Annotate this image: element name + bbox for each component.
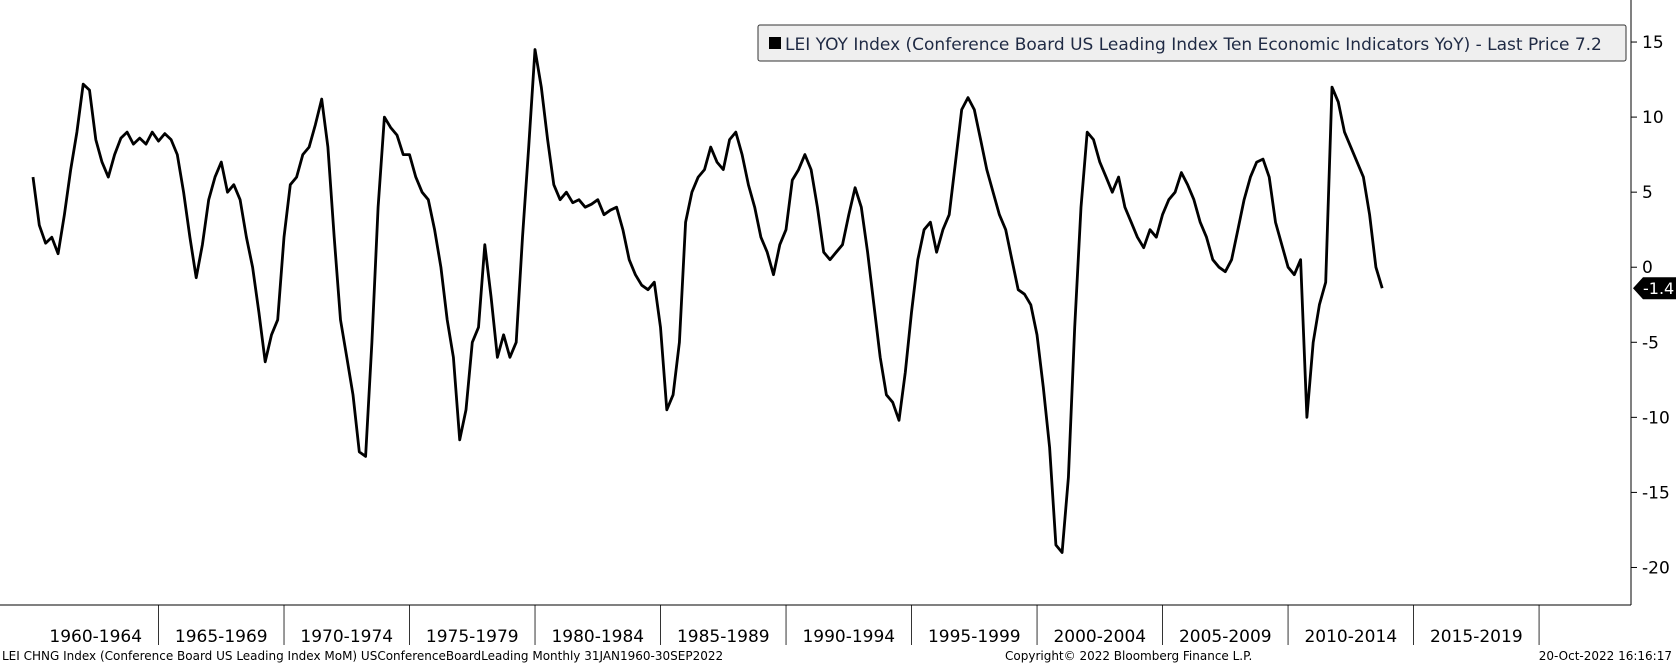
series-line-lei-yoy: [31, 48, 1384, 554]
x-period-label: 1965-1969: [175, 627, 268, 647]
x-period-label: 1960-1964: [49, 627, 142, 647]
legend-box: [757, 24, 1627, 62]
last-value-tag: [1633, 277, 1676, 300]
y-tick-label: -10: [1642, 408, 1670, 428]
x-axis: 1960-1964 1965-1969 1970-1974 1975-1979 1980…: [0, 604, 1631, 647]
x-period-label: 2010-2014: [1304, 627, 1397, 647]
y-axis: 15 10 5 0 -5 -10 -15 -20: [1630, 0, 1670, 605]
last-value-marker: -1.4: [1633, 277, 1676, 300]
x-periods: 1960-1964 1965-1969 1970-1974 1975-1979 1980…: [49, 605, 1540, 647]
footer: LEI CHNG Index (Conference Board US Lead…: [2, 649, 1672, 663]
y-tick-label: -20: [1642, 558, 1670, 578]
x-period-label: 1995-1999: [928, 627, 1021, 647]
x-period-label: 2000-2004: [1053, 627, 1146, 647]
y-tick-label: 0: [1642, 258, 1653, 278]
y-tick-label: 10: [1642, 108, 1664, 128]
y-tick-label: -15: [1642, 483, 1670, 503]
x-period-label: 2005-2009: [1179, 627, 1272, 647]
y-tick-label: 5: [1642, 183, 1653, 203]
x-period-label: 1975-1979: [426, 627, 519, 647]
plot-area: [31, 48, 1384, 554]
footer-copyright: Copyright© 2022 Bloomberg Finance L.P.: [1005, 649, 1252, 663]
y-tick-label: -5: [1642, 333, 1659, 353]
y-tick-label: 15: [1642, 33, 1664, 53]
footer-source: LEI CHNG Index (Conference Board US Lead…: [2, 649, 723, 663]
last-value-label: -1.4: [1643, 279, 1674, 298]
x-period-label: 1970-1974: [300, 627, 393, 647]
legend-label: LEI YOY Index (Conference Board US Leadi…: [785, 35, 1602, 55]
footer-timestamp: 20-Oct-2022 16:16:17: [1539, 649, 1672, 663]
x-period-label: 1985-1989: [677, 627, 770, 647]
legend: LEI YOY Index (Conference Board US Leadi…: [757, 24, 1627, 62]
x-period-label: 1980-1984: [551, 627, 644, 647]
legend-swatch: [769, 37, 781, 49]
x-period-label: 1990-1994: [802, 627, 895, 647]
y-ticks: 15 10 5 0 -5 -10 -15 -20: [1631, 33, 1670, 578]
x-period-label: 2015-2019: [1430, 627, 1523, 647]
